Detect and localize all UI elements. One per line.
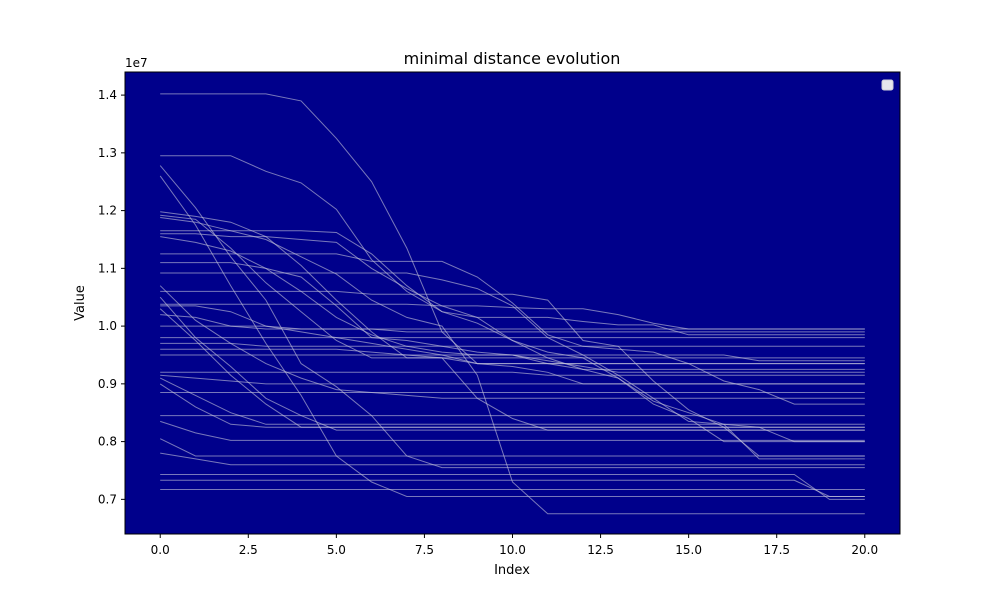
- series-line-4: [159, 175, 865, 497]
- y-tick-label: 0.8: [98, 435, 117, 449]
- x-tick-label: 7.5: [415, 543, 434, 557]
- series-line-21: [160, 325, 865, 330]
- series-line-25: [160, 354, 865, 362]
- series-line-7: [160, 217, 865, 515]
- series-line-33: [159, 438, 865, 457]
- x-axis-ticks: 0.0 2.5 5.0 7.5 10.0 12.5 15.0 17.5 20.0: [151, 534, 878, 557]
- series-line-5: [160, 211, 865, 365]
- x-tick-label: 0.0: [151, 543, 170, 557]
- series-line-23: [160, 342, 865, 347]
- y-axis-label: Value: [73, 285, 88, 321]
- series-line-14: [159, 285, 865, 399]
- x-tick-label: 20.0: [851, 543, 878, 557]
- y-tick-label: 0.7: [98, 492, 117, 506]
- x-tick-label: 10.0: [499, 543, 526, 557]
- series-line-9: [160, 233, 865, 443]
- series-line-26: [160, 371, 865, 376]
- series-line-36: [160, 479, 865, 497]
- y-tick-label: 1.1: [98, 261, 117, 275]
- series-line-27: [160, 374, 865, 385]
- y-tick-label: 1.4: [98, 88, 117, 102]
- series-line-15: [160, 290, 865, 457]
- x-tick-label: 15.0: [675, 543, 702, 557]
- series-line-29: [159, 383, 865, 428]
- x-tick-label: 12.5: [587, 543, 614, 557]
- series-line-3: [159, 165, 865, 469]
- series-line-13: [160, 272, 865, 460]
- chart-title: minimal distance evolution: [404, 49, 621, 68]
- legend-box: [881, 79, 894, 91]
- y-tick-label: 1.2: [98, 204, 117, 218]
- series-line-16: [159, 296, 865, 431]
- series-line-2: [160, 155, 865, 336]
- series-line-20: [160, 314, 865, 333]
- x-tick-label: 2.5: [239, 543, 258, 557]
- y-tick-label: 1.3: [98, 146, 117, 160]
- series-line-35: [160, 474, 865, 500]
- y-tick-label: 1.0: [98, 319, 117, 333]
- series-line-11: [160, 253, 865, 405]
- y-axis-offset-label: 1e7: [125, 56, 148, 70]
- series-line-34: [160, 452, 865, 466]
- series-lines: [159, 93, 865, 515]
- x-tick-label: 17.5: [763, 543, 790, 557]
- series-line-28: [159, 377, 865, 425]
- series-line-32: [160, 420, 865, 441]
- x-axis-label: Index: [494, 563, 530, 578]
- y-tick-label: 0.9: [98, 377, 117, 391]
- series-line-24: [160, 348, 865, 359]
- y-axis-ticks: 0.7 0.8 0.9 1.0 1.1 1.2 1.3 1.4: [98, 88, 125, 506]
- x-tick-label: 5.0: [327, 543, 346, 557]
